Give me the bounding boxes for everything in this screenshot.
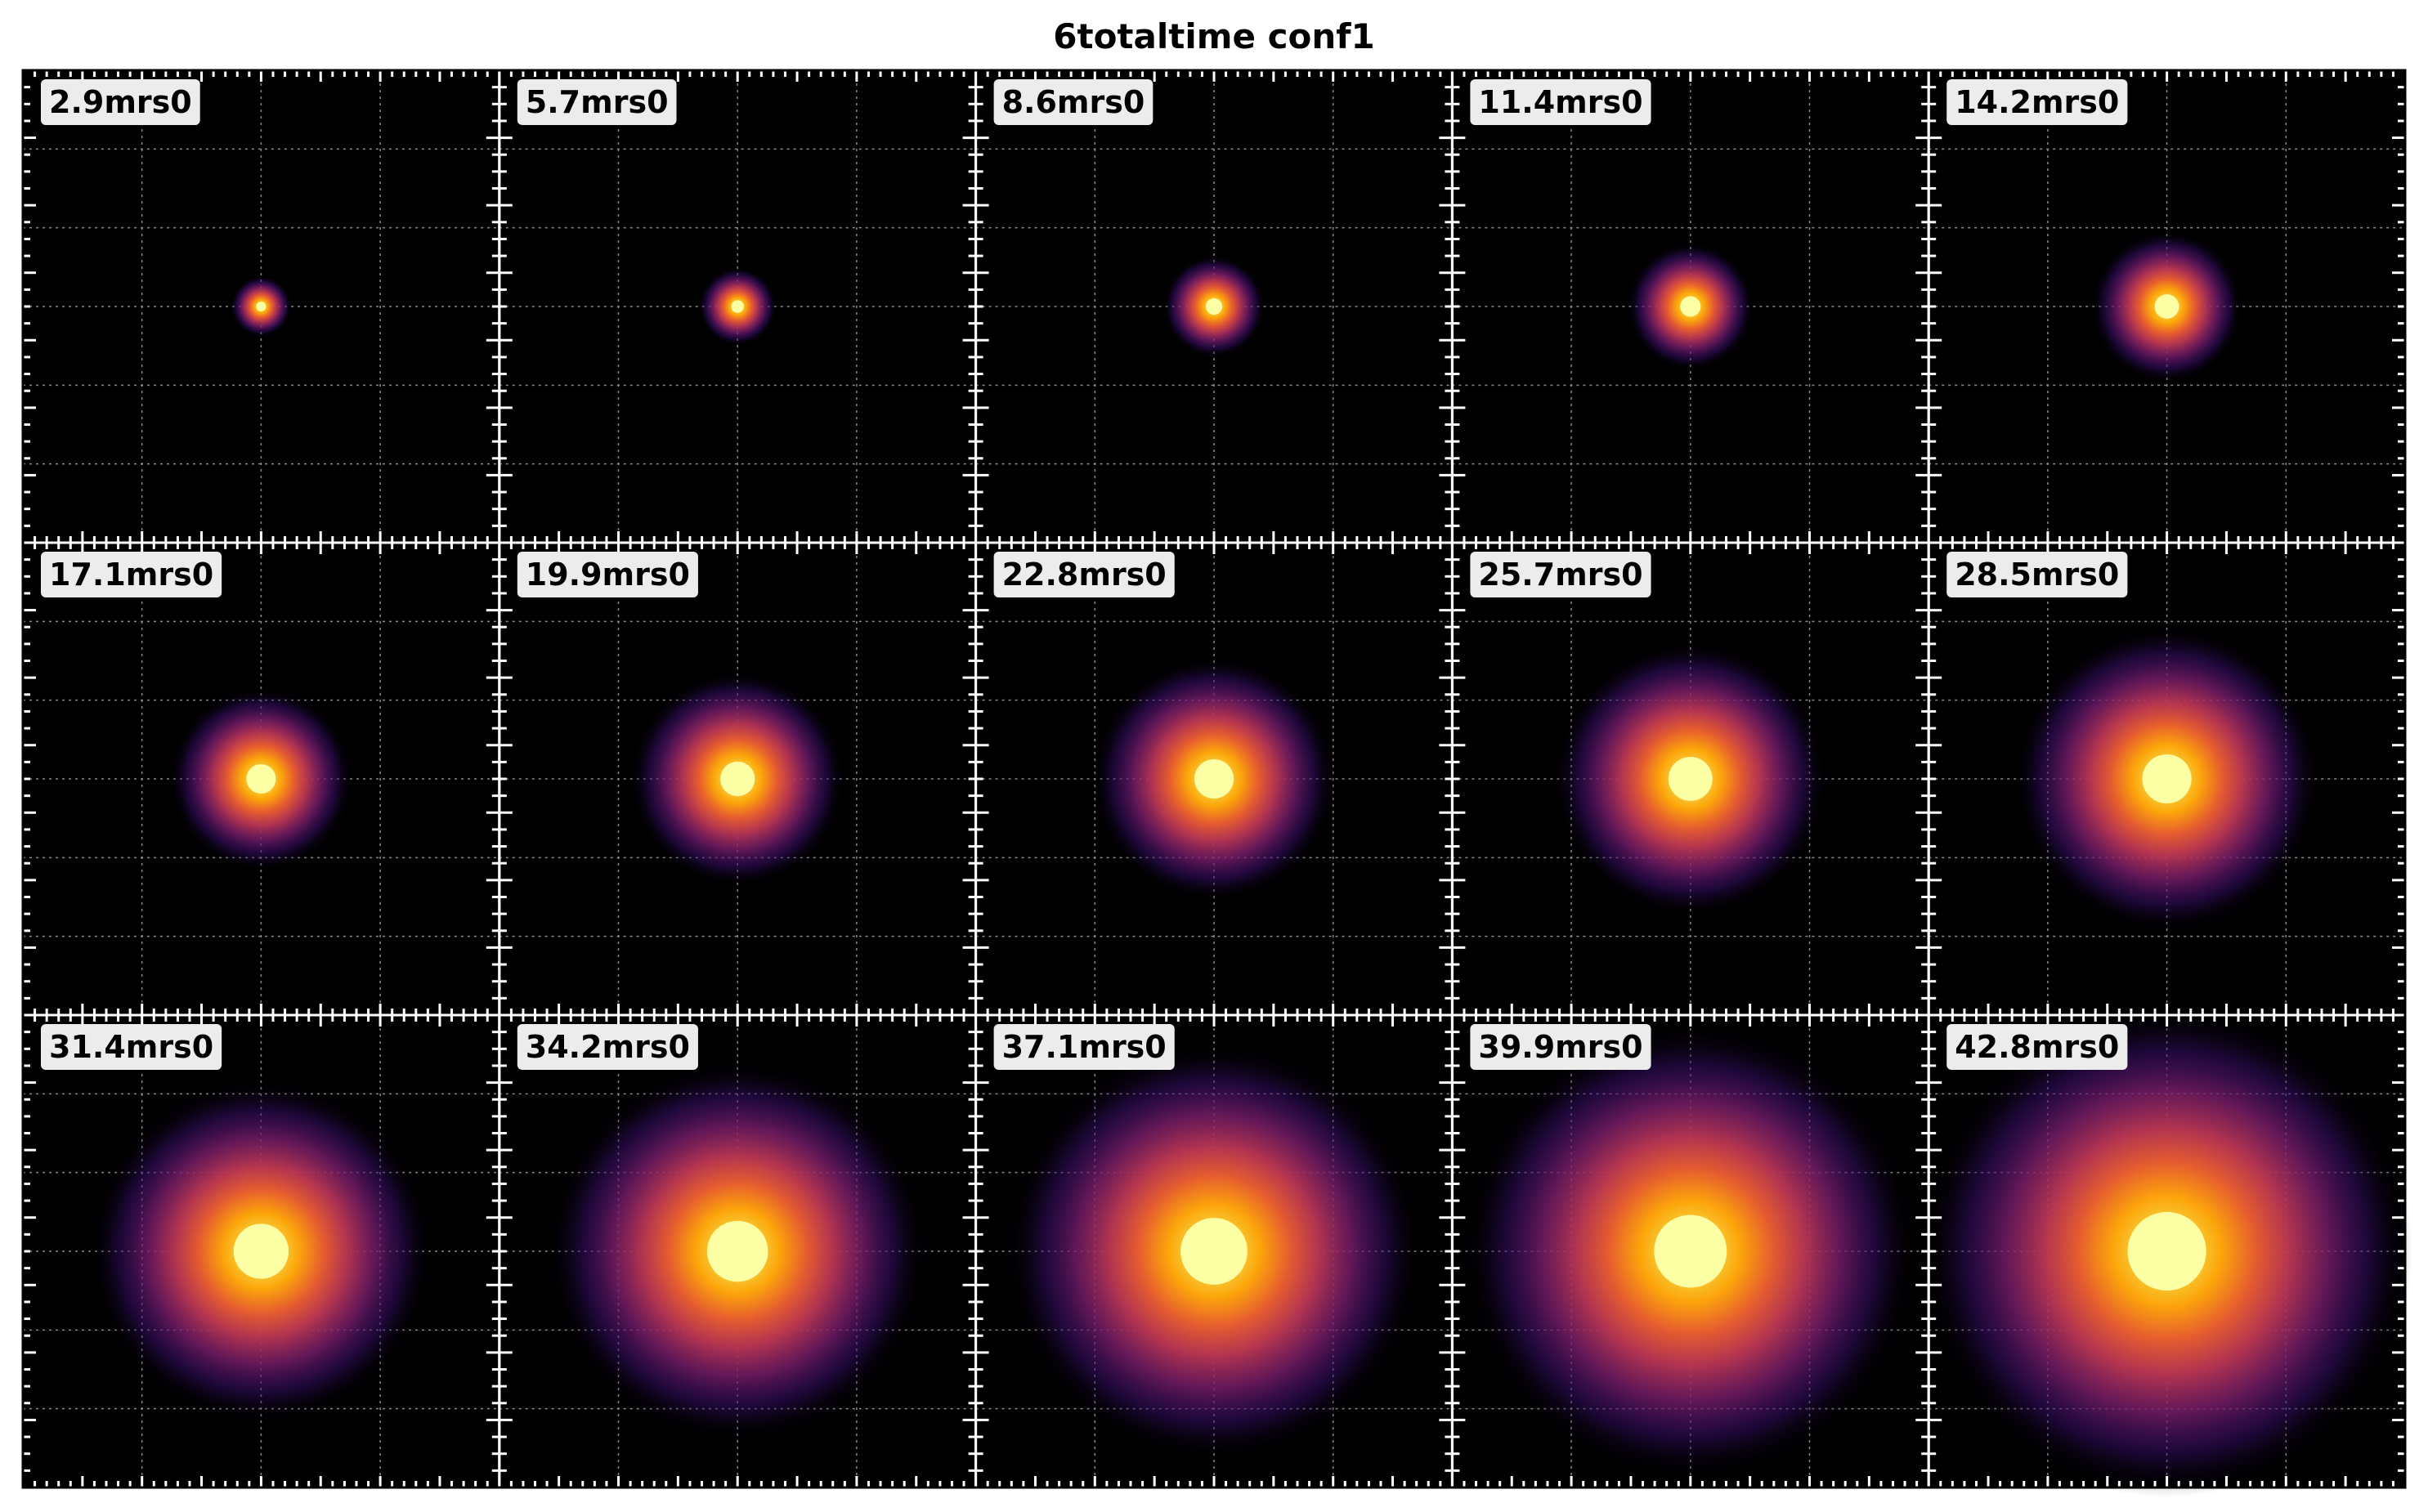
panel: 39.9mrs0 (1450, 1013, 1930, 1489)
panel-label: 22.8mrs0 (993, 552, 1175, 597)
heat-spot-core (1205, 297, 1223, 315)
panel-time-label: 8.6mrs0 (1002, 84, 1145, 120)
panel-label: 34.2mrs0 (517, 1024, 698, 1070)
panel-time-label: 11.4mrs0 (1478, 84, 1642, 120)
label-box (993, 79, 1154, 125)
heat-spot-core (233, 1223, 289, 1279)
heat-spot-core (2142, 754, 2192, 804)
panel-label: 2.9mrs0 (41, 79, 200, 125)
label-box (993, 552, 1175, 597)
panel-label: 25.7mrs0 (1470, 552, 1651, 597)
heat-spot-core (706, 1220, 768, 1282)
label-box (517, 79, 677, 125)
panel-label: 28.5mrs0 (1946, 552, 2128, 597)
label-box (1946, 552, 2128, 597)
heat-spot-core (1180, 1218, 1248, 1285)
panel-label: 14.2mrs0 (1946, 79, 2128, 125)
label-box (1470, 552, 1651, 597)
heat-spot-core (246, 763, 276, 794)
panel: 22.8mrs0 (974, 541, 1454, 1017)
label-box (517, 552, 698, 597)
panel-label: 42.8mrs0 (1946, 1024, 2128, 1070)
panel: 37.1mrs0 (974, 1013, 1454, 1489)
label-box (1470, 1024, 1651, 1070)
panel-label: 31.4mrs0 (41, 1024, 222, 1070)
panel-label: 5.7mrs0 (517, 79, 677, 125)
label-box (993, 1024, 1175, 1070)
heat-spot-core (1680, 296, 1701, 317)
label-box (1946, 79, 2128, 125)
heat-spot-core (731, 300, 744, 313)
heat-spot-core (1194, 758, 1234, 799)
label-box (517, 1024, 698, 1070)
panel: 42.8mrs0 (1921, 1005, 2413, 1497)
panel-time-label: 31.4mrs0 (49, 1029, 213, 1065)
panel-time-label: 34.2mrs0 (526, 1029, 690, 1065)
panel-time-label: 28.5mrs0 (1955, 557, 2119, 593)
panel-time-label: 14.2mrs0 (1955, 84, 2119, 120)
label-box (41, 552, 222, 597)
panel-label: 19.9mrs0 (517, 552, 698, 597)
label-box (1946, 1024, 2128, 1070)
panel-time-label: 17.1mrs0 (49, 557, 213, 593)
heat-spot-core (256, 301, 267, 312)
heat-spot-core (720, 761, 755, 797)
panel: 14.2mrs0 (1927, 69, 2407, 544)
outer-frame (21, 69, 2407, 1489)
label-box (1470, 79, 1651, 125)
panel-time-label: 2.9mrs0 (49, 84, 192, 120)
panel-label: 8.6mrs0 (993, 79, 1154, 125)
heat-spot-core (2127, 1211, 2206, 1291)
label-box (41, 1024, 222, 1070)
panel-time-label: 22.8mrs0 (1002, 557, 1167, 593)
panel-time-label: 19.9mrs0 (526, 557, 690, 593)
panel: 34.2mrs0 (498, 1013, 978, 1489)
panel-label: 17.1mrs0 (41, 552, 222, 597)
figure-title: 6totaltime conf1 (1053, 16, 1375, 56)
panel-time-label: 5.7mrs0 (526, 84, 669, 120)
heat-spot-core (2154, 294, 2179, 319)
panel-label: 11.4mrs0 (1470, 79, 1651, 125)
label-box (41, 79, 200, 125)
heat-spot-core (1654, 1215, 1727, 1288)
panel: 19.9mrs0 (498, 541, 978, 1017)
panel-time-label: 42.8mrs0 (1955, 1029, 2119, 1065)
panel-label: 37.1mrs0 (993, 1024, 1175, 1070)
panel-time-label: 39.9mrs0 (1478, 1029, 1642, 1065)
panel-time-label: 37.1mrs0 (1002, 1029, 1167, 1065)
panels-layer: 2.9mrs0 5.7mrs0 8.6mrs0 11.4mrs0 14.2mrs0 17.… (21, 69, 2413, 1497)
heat-spot-core (1668, 757, 1713, 801)
panel-time-label: 25.7mrs0 (1478, 557, 1642, 593)
panel: 28.5mrs0 (1927, 541, 2407, 1017)
panel-label: 39.9mrs0 (1470, 1024, 1651, 1070)
